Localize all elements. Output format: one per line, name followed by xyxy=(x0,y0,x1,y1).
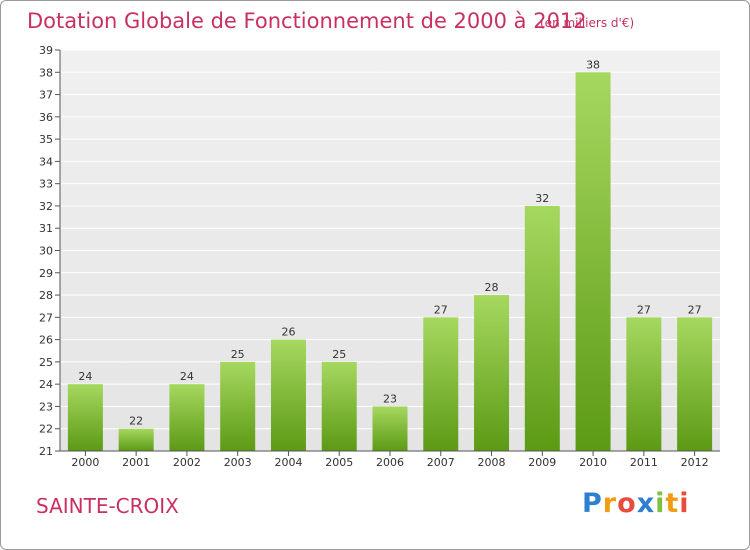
bar-2001 xyxy=(118,428,154,451)
y-tick-label: 35 xyxy=(39,133,53,146)
bar-2009 xyxy=(524,205,560,451)
x-tick-label-2007: 2007 xyxy=(427,456,455,469)
y-tick-label: 30 xyxy=(39,245,53,258)
bar-2005 xyxy=(321,361,357,451)
x-tick-label-2006: 2006 xyxy=(376,456,404,469)
data-label-2010: 38 xyxy=(586,58,600,71)
bar-2000 xyxy=(67,384,103,451)
y-tick-label: 21 xyxy=(39,445,53,458)
bar-2011 xyxy=(626,317,662,451)
data-label-2004: 26 xyxy=(281,326,295,339)
bar-2012 xyxy=(677,317,713,451)
x-tick-label-2002: 2002 xyxy=(173,456,201,469)
y-tick-label: 31 xyxy=(39,222,53,235)
data-label-2009: 32 xyxy=(535,192,549,205)
x-tick-label-2003: 2003 xyxy=(224,456,252,469)
bar-2008 xyxy=(474,295,510,451)
y-tick-label: 38 xyxy=(39,66,53,79)
bar-2006 xyxy=(372,406,408,451)
data-label-2007: 27 xyxy=(434,303,448,316)
data-label-2001: 22 xyxy=(129,415,143,428)
chart-title: Dotation Globale de Fonctionnement de 20… xyxy=(27,9,587,33)
bar-2004 xyxy=(270,339,306,451)
data-label-2000: 24 xyxy=(78,370,92,383)
data-label-2006: 23 xyxy=(383,392,397,405)
y-tick-label: 28 xyxy=(39,289,53,302)
x-tick-label-2012: 2012 xyxy=(681,456,709,469)
x-tick-label-2000: 2000 xyxy=(71,456,99,469)
data-label-2005: 25 xyxy=(332,348,346,361)
bar-2007 xyxy=(423,317,459,451)
data-label-2003: 25 xyxy=(231,348,245,361)
data-label-2011: 27 xyxy=(637,303,651,316)
y-tick-label: 34 xyxy=(39,155,53,168)
x-tick-label-2001: 2001 xyxy=(122,456,150,469)
bar-2002 xyxy=(169,384,205,451)
bar-2010 xyxy=(575,72,611,452)
x-tick-label-2011: 2011 xyxy=(630,456,658,469)
x-tick-label-2010: 2010 xyxy=(579,456,607,469)
x-tick-label-2009: 2009 xyxy=(528,456,556,469)
chart-unit-note: (en milliers d'€) xyxy=(540,16,635,30)
y-tick-label: 29 xyxy=(39,267,53,280)
bar-2003 xyxy=(220,361,256,451)
x-tick-label-2004: 2004 xyxy=(274,456,302,469)
y-tick-label: 25 xyxy=(39,356,53,369)
city-name: SAINTE-CROIX xyxy=(36,494,179,518)
data-label-2012: 27 xyxy=(688,303,702,316)
y-tick-label: 33 xyxy=(39,178,53,191)
y-tick-label: 23 xyxy=(39,400,53,413)
proxiti-logo: Proxiti xyxy=(582,488,690,519)
y-tick-label: 26 xyxy=(39,334,53,347)
data-label-2002: 24 xyxy=(180,370,194,383)
y-tick-label: 37 xyxy=(39,89,53,102)
y-tick-label: 24 xyxy=(39,378,53,391)
y-tick-label: 32 xyxy=(39,200,53,213)
y-tick-label: 27 xyxy=(39,311,53,324)
x-tick-label-2008: 2008 xyxy=(478,456,506,469)
y-tick-label: 39 xyxy=(39,44,53,57)
data-label-2008: 28 xyxy=(485,281,499,294)
x-tick-label-2005: 2005 xyxy=(325,456,353,469)
y-tick-label: 36 xyxy=(39,111,53,124)
y-tick-label: 22 xyxy=(39,423,53,436)
